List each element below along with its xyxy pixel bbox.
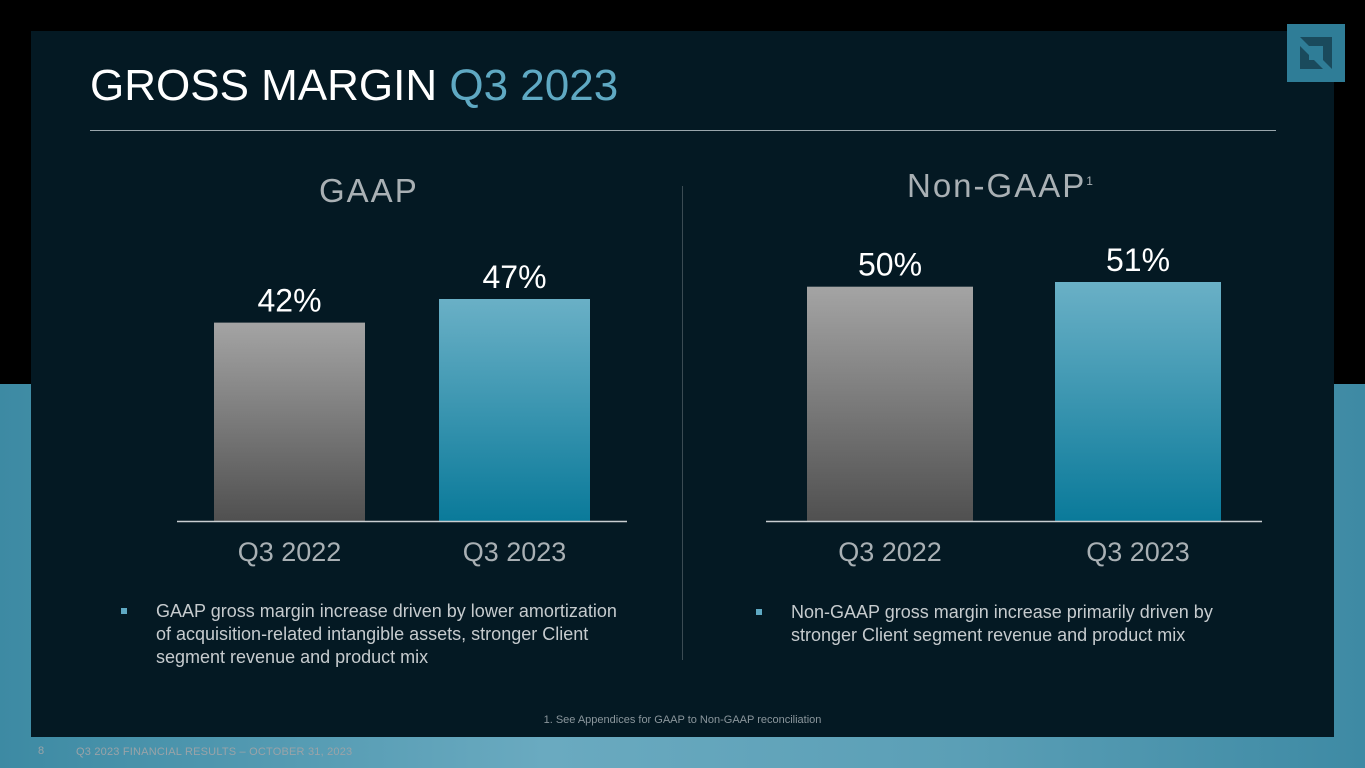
non-gaap-value-label: 51%: [1106, 242, 1170, 278]
gaap-bullet-text: GAAP gross margin increase driven by low…: [156, 601, 617, 667]
bullet-marker-icon: [756, 609, 762, 615]
non-gaap-category-label: Q3 2023: [1086, 537, 1190, 567]
non-gaap-bar-q3-2022: [807, 286, 973, 521]
page-title-main: GROSS MARGIN: [90, 61, 438, 110]
gaap-section-title: GAAP: [319, 172, 419, 210]
page-title: GROSS MARGIN Q3 2023: [90, 56, 618, 116]
non-gaap-bar-q3-2023: [1055, 282, 1221, 521]
gaap-category-label: Q3 2022: [238, 537, 342, 567]
gaap-category-label: Q3 2023: [463, 537, 567, 567]
page-number: 8: [38, 745, 45, 757]
page-title-accent: Q3 2023: [449, 61, 619, 110]
amd-logo-mark-icon: [1300, 37, 1332, 69]
non-gaap-bullet-text: Non-GAAP gross margin increase primarily…: [791, 602, 1213, 645]
non-gaap-value-label: 50%: [858, 247, 922, 283]
non-gaap-title-text: Non-GAAP: [907, 167, 1087, 204]
gaap-bar-q3-2022: [214, 322, 365, 521]
non-gaap-category-label: Q3 2022: [838, 537, 942, 567]
footnote: 1. See Appendices for GAAP to Non-GAAP r…: [543, 714, 822, 726]
non-gaap-section-title: Non-GAAP1: [907, 167, 1093, 205]
gaap-value-label: 42%: [257, 283, 321, 319]
title-divider: [90, 130, 1276, 131]
gaap-value-label: 47%: [482, 259, 546, 295]
section-divider: [682, 186, 683, 660]
gaap-bar-q3-2023: [439, 299, 590, 521]
gaap-title-text: GAAP: [319, 172, 419, 209]
footer-text: Q3 2023 FINANCIAL RESULTS – OCTOBER 31, …: [76, 746, 353, 758]
amd-logo: [1287, 24, 1345, 82]
chart-layer: 42% Q3 2022 47% Q3 2023 50% Q3 2022 51% Q3 2023: [177, 242, 1262, 567]
non-gaap-footnote-marker: 1: [1086, 174, 1093, 188]
bullet-marker-icon: [121, 608, 127, 614]
